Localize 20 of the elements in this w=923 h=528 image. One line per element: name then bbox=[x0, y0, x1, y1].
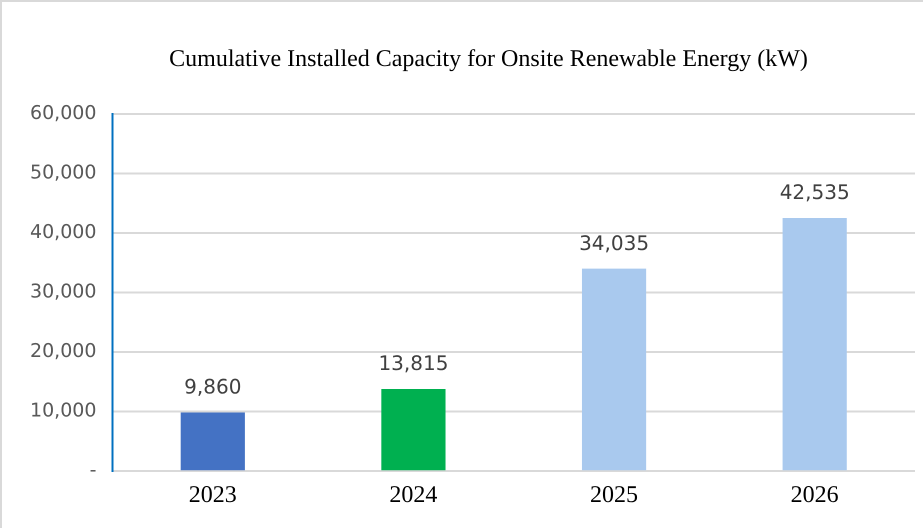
data-label: 42,535 bbox=[780, 180, 850, 204]
y-tick-label: 40,000 bbox=[30, 221, 96, 244]
chart-title: Cumulative Installed Capacity for Onsite Renewable Energy (kW) bbox=[168, 46, 809, 73]
y-tick-label: 10,000 bbox=[30, 400, 96, 422]
bar bbox=[582, 268, 646, 470]
bar bbox=[782, 218, 847, 470]
data-label: 13,815 bbox=[378, 351, 448, 376]
y-tick-label: 60,000 bbox=[30, 102, 96, 124]
data-label: 9,860 bbox=[184, 374, 242, 399]
x-tick-label: 2024 bbox=[389, 482, 438, 508]
x-tick-label: 2023 bbox=[188, 482, 237, 508]
y-tick-label: 20,000 bbox=[30, 340, 96, 362]
y-tick-label: - bbox=[90, 459, 96, 482]
bar bbox=[381, 388, 446, 470]
x-tick-label: 2026 bbox=[790, 482, 839, 508]
data-label: 34,035 bbox=[579, 230, 650, 255]
bar bbox=[180, 412, 245, 470]
x-tick-label: 2025 bbox=[590, 482, 638, 508]
y-tick-label: 30,000 bbox=[30, 280, 96, 303]
y-tick-label: 50,000 bbox=[30, 161, 96, 184]
